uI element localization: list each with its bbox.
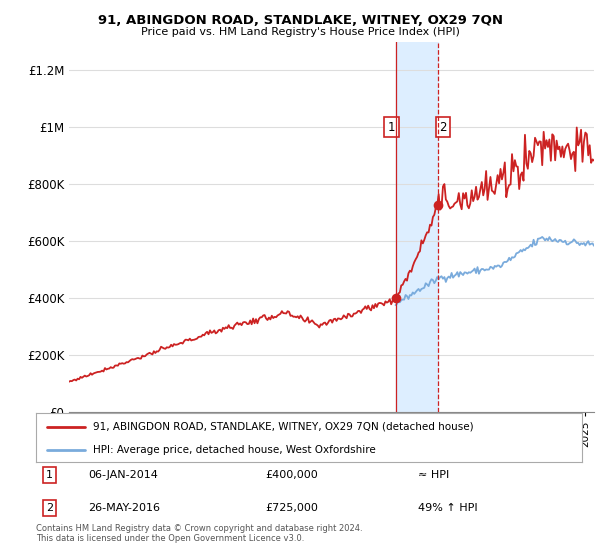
Bar <box>397 42 438 412</box>
Text: 1: 1 <box>388 121 395 134</box>
Text: 2: 2 <box>439 121 446 134</box>
Text: 91, ABINGDON ROAD, STANDLAKE, WITNEY, OX29 7QN (detached house): 91, ABINGDON ROAD, STANDLAKE, WITNEY, OX… <box>94 422 474 432</box>
Text: 91, ABINGDON ROAD, STANDLAKE, WITNEY, OX29 7QN: 91, ABINGDON ROAD, STANDLAKE, WITNEY, OX… <box>97 14 503 27</box>
Text: £400,000: £400,000 <box>265 470 318 480</box>
Text: £725,000: £725,000 <box>265 503 318 513</box>
Text: Contains HM Land Registry data © Crown copyright and database right 2024.
This d: Contains HM Land Registry data © Crown c… <box>36 524 362 543</box>
Text: 2: 2 <box>46 503 53 513</box>
Text: Price paid vs. HM Land Registry's House Price Index (HPI): Price paid vs. HM Land Registry's House … <box>140 27 460 37</box>
Text: HPI: Average price, detached house, West Oxfordshire: HPI: Average price, detached house, West… <box>94 445 376 455</box>
Text: ≈ HPI: ≈ HPI <box>418 470 449 480</box>
Text: 49% ↑ HPI: 49% ↑ HPI <box>418 503 478 513</box>
Text: 1: 1 <box>46 470 53 480</box>
Text: 26-MAY-2016: 26-MAY-2016 <box>88 503 160 513</box>
Text: 06-JAN-2014: 06-JAN-2014 <box>88 470 158 480</box>
